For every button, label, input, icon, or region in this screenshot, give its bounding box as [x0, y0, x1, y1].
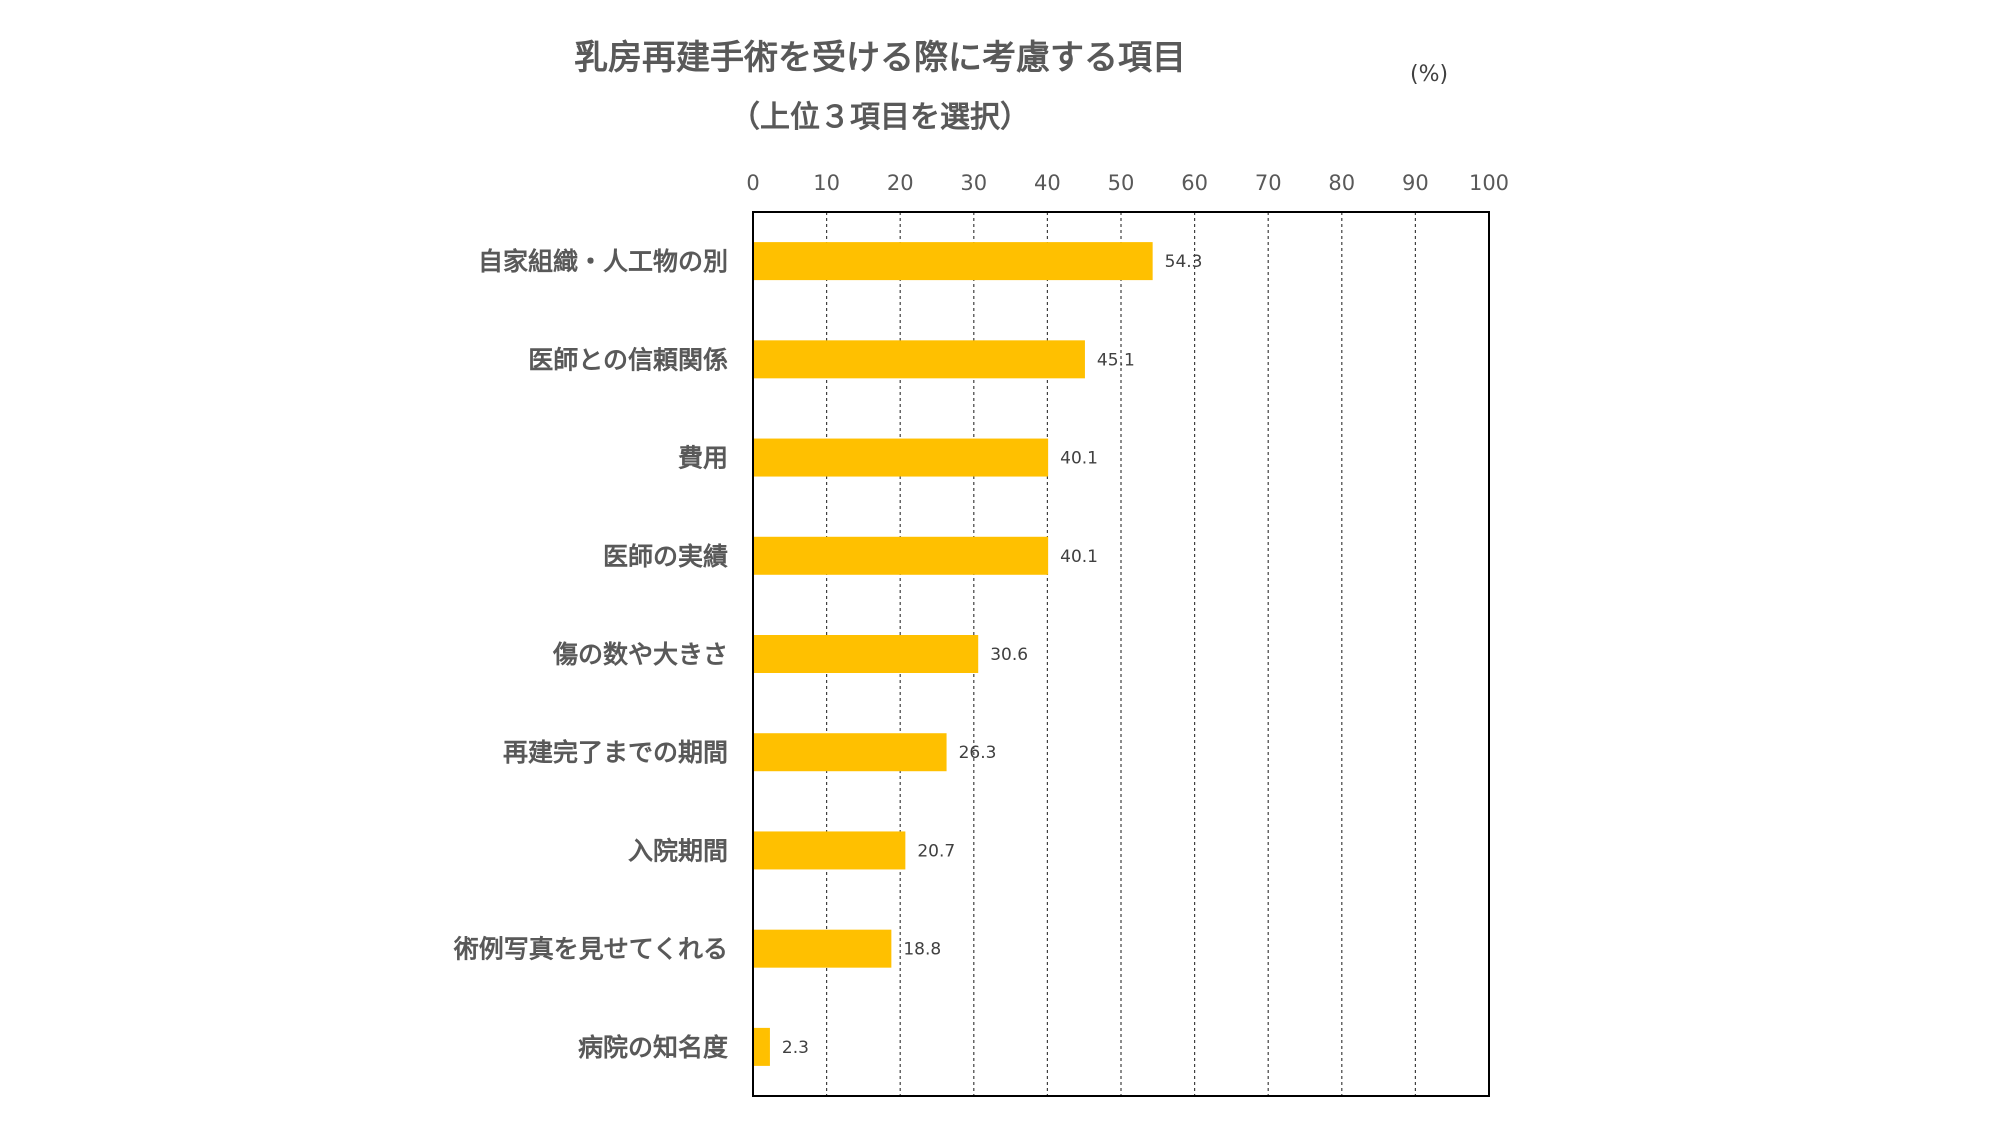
bar: [754, 929, 892, 968]
data-label: 54.3: [1165, 252, 1203, 272]
x-tick-label: 20: [887, 171, 914, 195]
unit-label: (%): [1410, 62, 1449, 87]
category-label: 入院期間: [628, 836, 728, 865]
category-label: 医師の実績: [603, 542, 728, 571]
bar: [754, 340, 1085, 379]
data-label: 40.1: [1060, 547, 1098, 567]
bar: [754, 831, 906, 870]
category-label: 医師との信頼関係: [528, 345, 728, 374]
category-label: 費用: [677, 444, 728, 473]
bar: [754, 635, 979, 673]
x-tick-label: 40: [1034, 171, 1061, 195]
x-tick-label: 80: [1328, 171, 1355, 195]
x-tick-label: 0: [746, 171, 759, 195]
bar: [754, 536, 1049, 575]
data-label: 40.1: [1060, 449, 1098, 469]
chart-title: 乳房再建手術を受ける際に考慮する項目: [574, 38, 1186, 78]
category-label: 術例写真を見せてくれる: [453, 935, 728, 964]
x-tick-label: 60: [1181, 171, 1208, 195]
x-tick-label: 50: [1108, 171, 1135, 195]
category-label: 再建完了までの期間: [503, 738, 728, 767]
category-label: 自家組織・人工物の別: [478, 247, 728, 276]
labels: 0 10 20 30 40 50 60 70 80 90 100 自家組織・人工物の別 54.3 医師との…: [453, 171, 1509, 1062]
data-label: 26.3: [959, 743, 997, 763]
data-label: 18.8: [903, 940, 941, 960]
x-tick-label: 30: [960, 171, 987, 195]
bar: [754, 733, 947, 772]
data-label: 30.6: [990, 645, 1028, 665]
x-tick-label: 100: [1469, 171, 1509, 195]
data-label: 2.3: [782, 1038, 809, 1058]
bar: [754, 438, 1049, 477]
x-tick-label: 70: [1255, 171, 1282, 195]
x-tick-label: 90: [1402, 171, 1429, 195]
data-label: 20.7: [917, 841, 955, 861]
category-label: 病院の知名度: [578, 1033, 728, 1062]
bars: [754, 242, 1153, 1066]
x-tick-label: 10: [813, 171, 840, 195]
data-label: 45.1: [1097, 350, 1135, 370]
category-label: 傷の数や大きさ: [552, 640, 728, 669]
chart-subtitle: （上位３項目を選択）: [730, 100, 1030, 135]
bar: [754, 1027, 770, 1066]
plot-frame: [752, 211, 1490, 1097]
bar: [754, 242, 1153, 281]
